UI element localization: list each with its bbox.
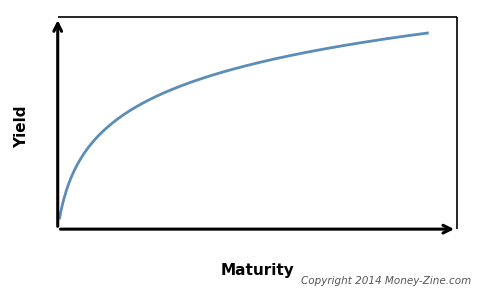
Text: Maturity: Maturity [220, 263, 294, 278]
Text: Copyright 2014 Money-Zine.com: Copyright 2014 Money-Zine.com [300, 276, 470, 286]
Text: Yield: Yield [14, 106, 29, 149]
